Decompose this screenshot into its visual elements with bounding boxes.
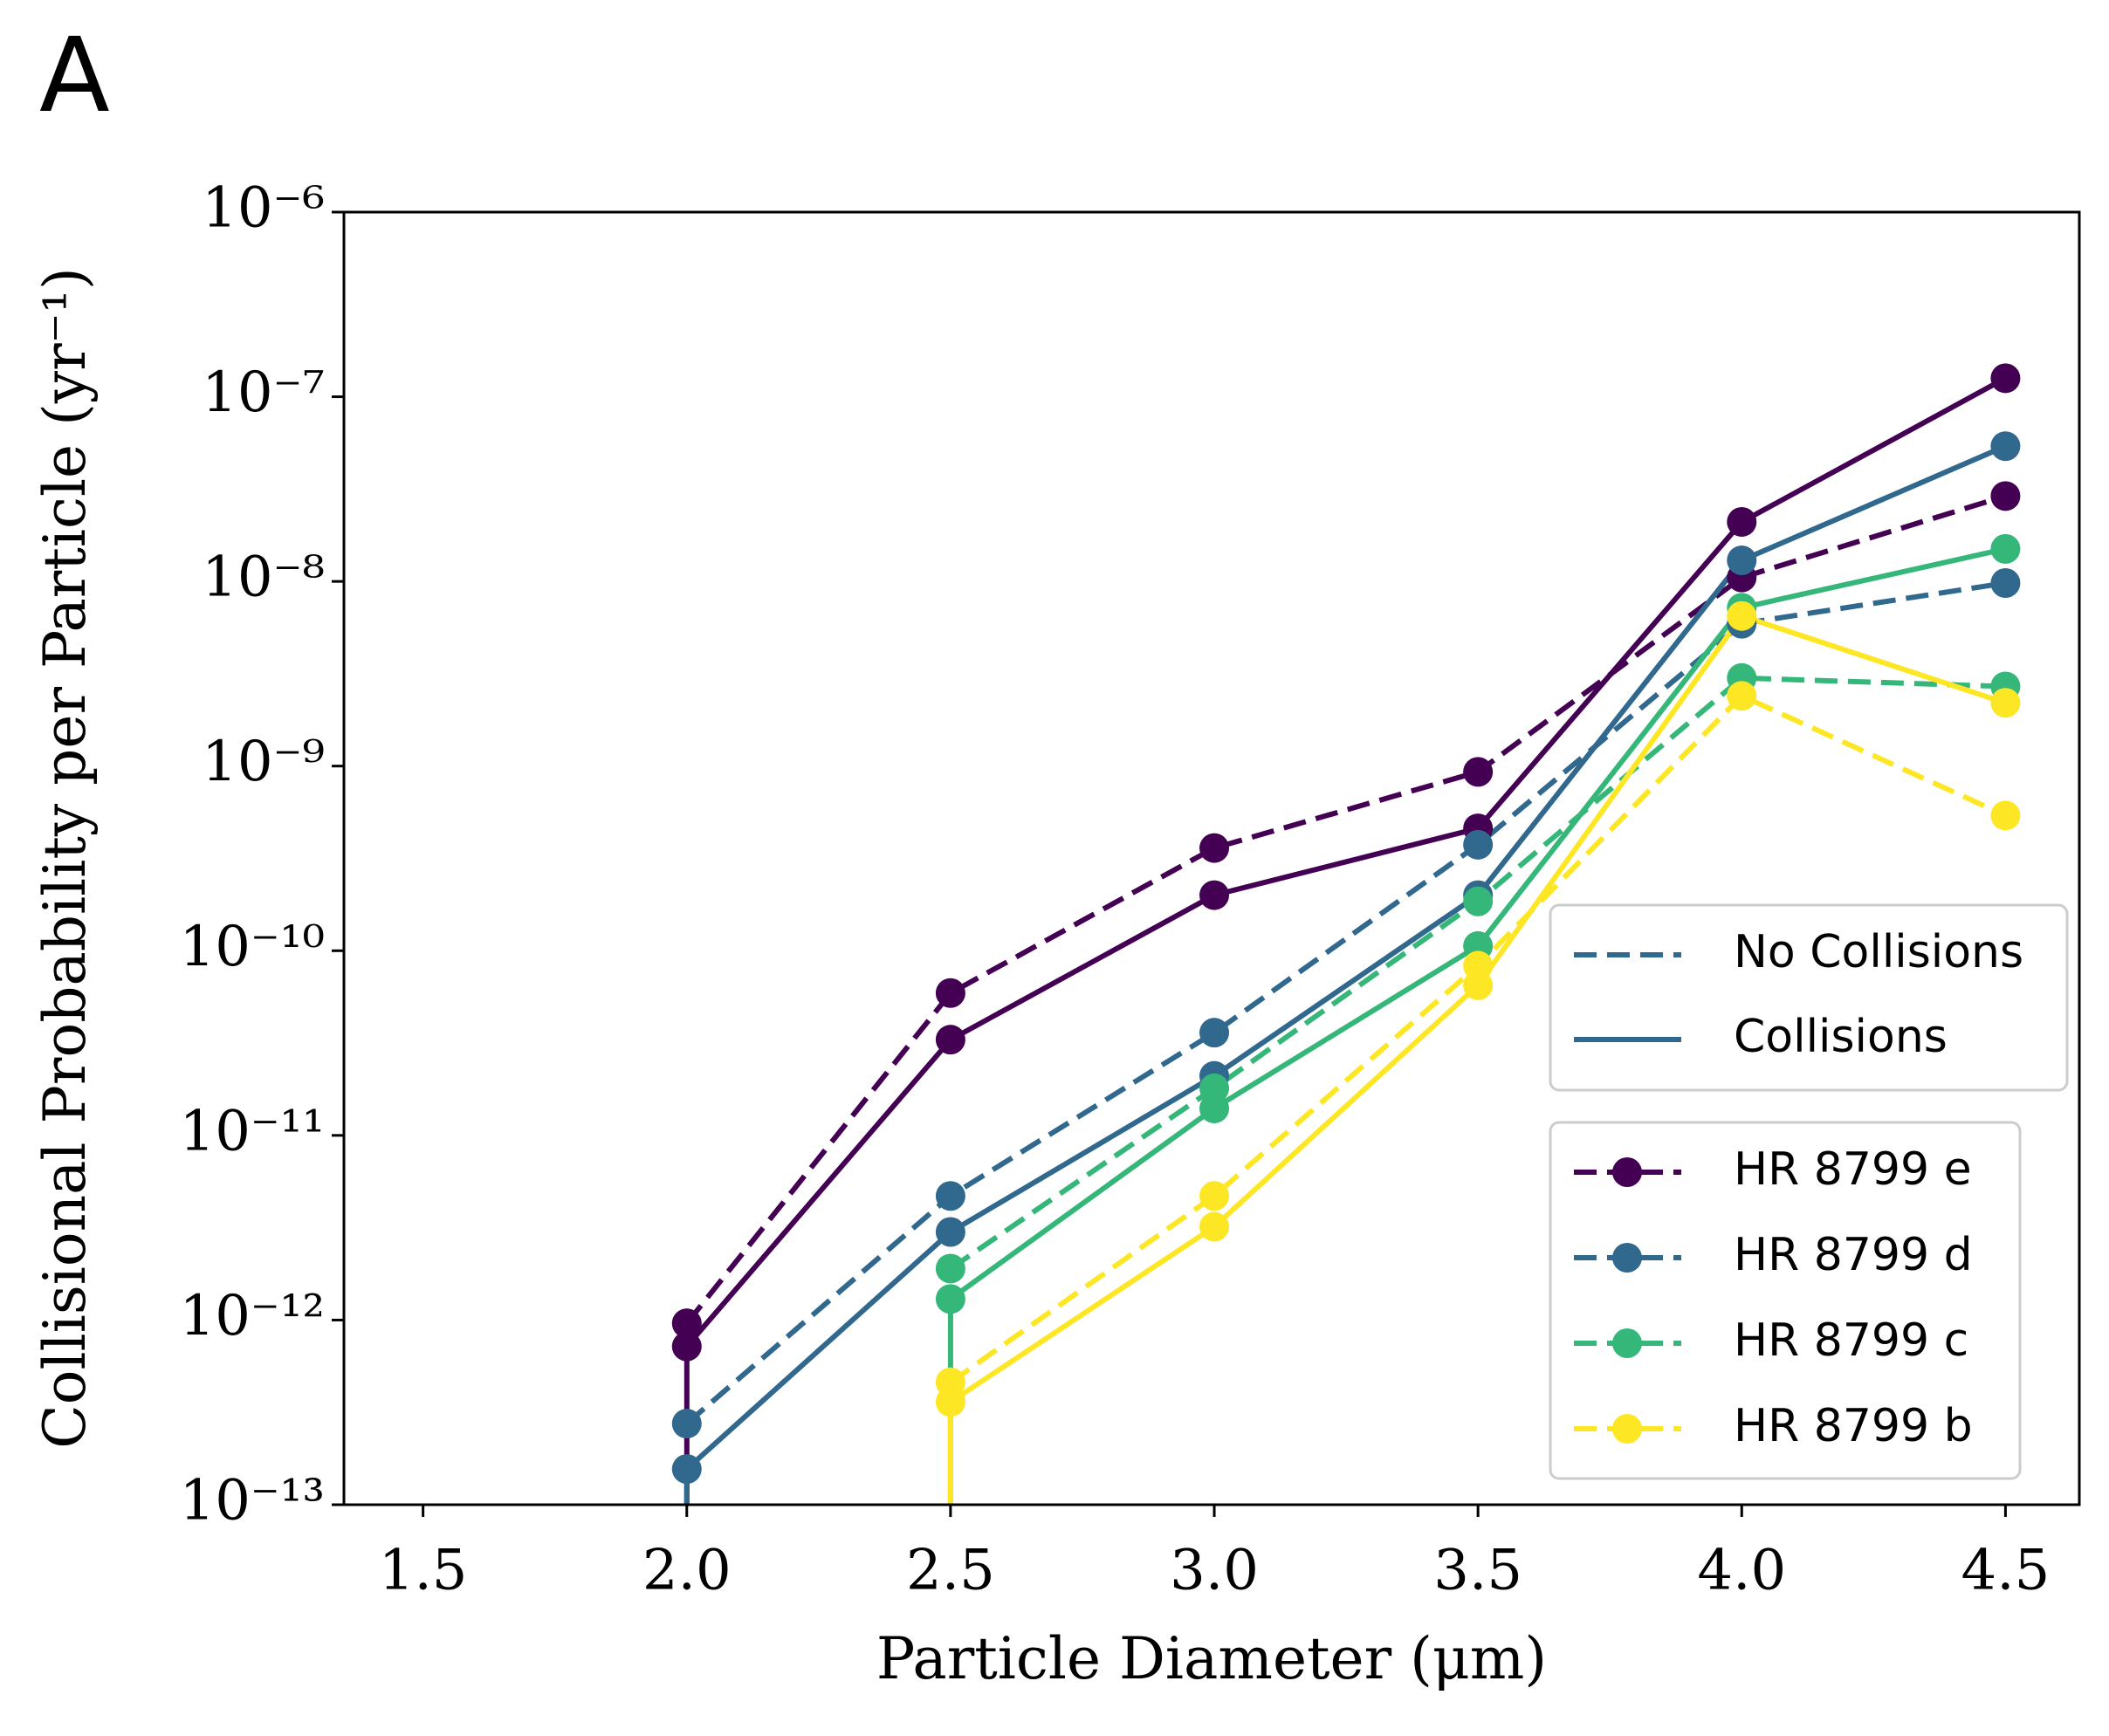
legend-marker [1612, 1243, 1642, 1273]
legend-marker [1612, 1157, 1642, 1187]
data-point [1727, 546, 1757, 576]
data-point [1199, 880, 1230, 910]
legend-marker [1612, 1328, 1642, 1358]
data-point [1199, 1181, 1230, 1211]
data-point [935, 978, 965, 1008]
data-point [1727, 600, 1757, 631]
axes-frame [342, 210, 2081, 1506]
data-point [1727, 506, 1757, 537]
series-line [684, 493, 2007, 1326]
data-point [1990, 800, 2021, 831]
x-tick-label: 4.0 [1697, 1539, 1786, 1603]
x-tick-label: 3.0 [1170, 1539, 1259, 1603]
x-tick-label: 4.5 [1961, 1539, 2051, 1603]
data-point [1199, 1093, 1230, 1123]
legend-label: No Collisions [1734, 926, 2023, 978]
data-point [1990, 431, 2021, 462]
data-point [935, 1181, 965, 1211]
x-axis-label: Particle Diameter (μm) [876, 1625, 1547, 1692]
y-axis-label: Collisional Probability per Particle (yr… [31, 267, 99, 1448]
data-point [1727, 681, 1757, 711]
data-point [1199, 833, 1230, 863]
series-line [947, 546, 2007, 1505]
data-point [671, 1331, 702, 1362]
data-point [935, 1217, 965, 1247]
data-point [935, 1387, 965, 1417]
series-line [947, 613, 2007, 1505]
panel-label: A [39, 15, 110, 135]
y-tick-label: 10⁻¹⁰ [179, 915, 325, 979]
x-tick-label: 2.5 [906, 1539, 995, 1603]
data-point [1463, 970, 1494, 1000]
data-point [1990, 363, 2021, 394]
data-point [1199, 1211, 1230, 1242]
data-point [1990, 533, 2021, 564]
y-tick-label: 10⁻⁹ [202, 730, 325, 794]
y-tick-label: 10⁻¹³ [179, 1469, 325, 1534]
legend-label: HR 8799 c [1734, 1314, 1968, 1367]
data-point [935, 1025, 965, 1055]
data-point [1463, 829, 1494, 860]
x-tick-label: 2.0 [642, 1539, 732, 1603]
y-tick-label: 10⁻⁷ [202, 360, 325, 425]
data-point [935, 1253, 965, 1284]
y-tick-label: 10⁻⁸ [202, 546, 325, 610]
data-point [1990, 567, 2021, 598]
x-tick-label: 1.5 [379, 1539, 468, 1603]
data-point [671, 1308, 702, 1339]
legend-box [1549, 1121, 2022, 1480]
y-tick-label: 10⁻¹¹ [179, 1099, 325, 1163]
plot-area [671, 363, 2021, 1505]
y-tick-label: 10⁻¹² [179, 1284, 325, 1348]
data-point [671, 1409, 702, 1439]
data-point [671, 1454, 702, 1485]
data-point [935, 1284, 965, 1314]
data-point [1463, 886, 1494, 916]
data-point [1199, 1018, 1230, 1048]
x-tick-label: 3.5 [1433, 1539, 1522, 1603]
legend-label: HR 8799 b [1734, 1400, 1973, 1452]
legend-label: HR 8799 e [1734, 1143, 1972, 1196]
data-point [1990, 688, 2021, 718]
legend-marker [1612, 1414, 1642, 1444]
legend-label: Collisions [1734, 1011, 1948, 1063]
legend-label: HR 8799 d [1734, 1229, 1973, 1281]
data-point [1990, 481, 2021, 511]
y-tick-label: 10⁻⁶ [202, 176, 325, 241]
legend-box [1549, 903, 2069, 1092]
series-line [684, 580, 2006, 1426]
data-point [1463, 757, 1494, 787]
